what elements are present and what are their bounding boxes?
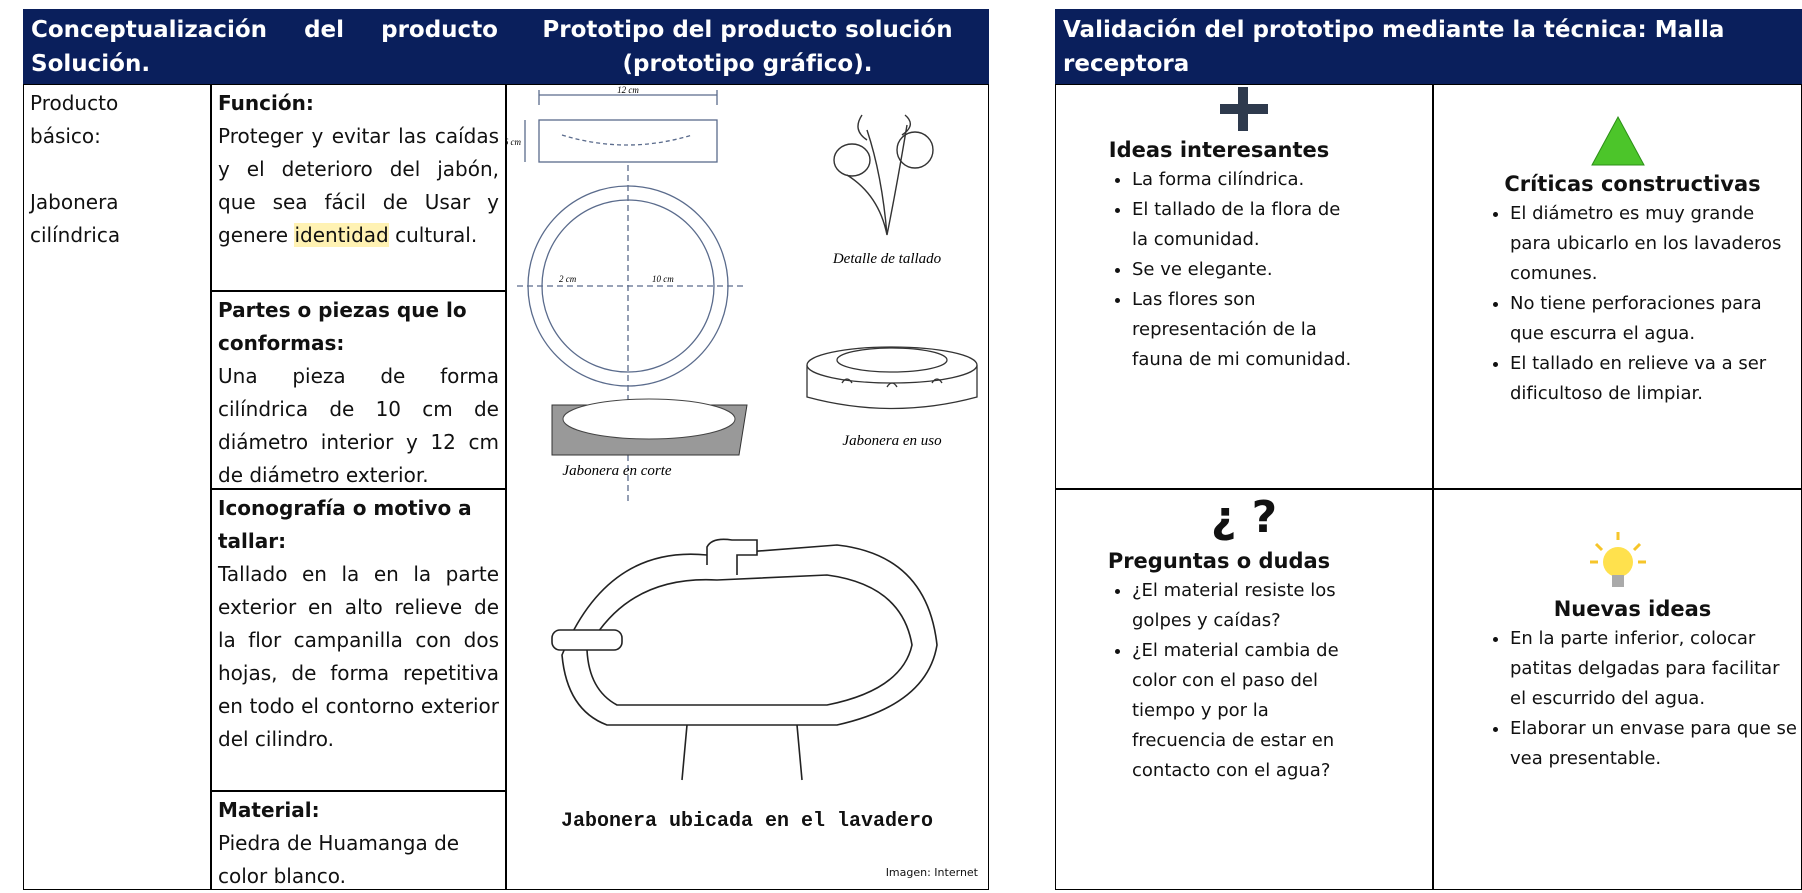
- highlight: identidad: [294, 223, 389, 247]
- text-run: Piedra de Huamanga de color blanco.: [218, 831, 460, 888]
- band-outline: [538, 119, 718, 163]
- wall-label: 2 cm: [559, 274, 577, 284]
- quadrant-icon: [1056, 85, 1432, 135]
- section-text: Piedra de Huamanga de color blanco.: [218, 827, 499, 893]
- basic-product-label: Producto básico:: [30, 91, 119, 148]
- detail-label: Detalle de tallado: [832, 251, 942, 267]
- height-label: 6 cm: [507, 137, 521, 147]
- quadrant-icon: [1434, 530, 1801, 594]
- flower-detail: [833, 114, 934, 236]
- icon-graphic: [1590, 115, 1645, 166]
- section-label: Jabonera en corte: [562, 463, 671, 479]
- image-credit: Imagen: Internet: [885, 866, 978, 879]
- text-run: Proteger y evitar las caídas y el deteri…: [218, 124, 499, 247]
- item-list: ¿El material resiste los golpes y caídas…: [1056, 576, 1432, 786]
- list-item: El tallado en relieve va a ser dificulto…: [1510, 349, 1797, 409]
- quadrant-title: Ideas interesantes: [1108, 138, 1330, 162]
- list-item: ¿El material resiste los golpes y caídas…: [1132, 576, 1362, 636]
- quadrant: Ideas interesantes La forma cilíndrica.El…: [1055, 84, 1433, 489]
- section-text: Una pieza de forma cilíndrica de 10 cm d…: [218, 360, 499, 492]
- section-title: Material:: [218, 798, 320, 822]
- section-view: [551, 398, 748, 456]
- section-text: Tallado en la en la parte exterior en al…: [218, 558, 499, 756]
- list-item: En la parte inferior, colocar patitas de…: [1510, 624, 1797, 714]
- section-cell: Función: Proteger y evitar las caídas y e…: [211, 84, 506, 291]
- section-cell: Iconografía o motivo a tallar: Tallado en…: [211, 489, 506, 791]
- item-list: En la parte inferior, colocar patitas de…: [1434, 624, 1801, 774]
- list-item: Las flores son representación de la faun…: [1132, 285, 1362, 375]
- right-header: Validación del prototipo mediante la téc…: [1055, 9, 1802, 84]
- prototype-caption: Jabonera ubicada en el lavadero: [560, 810, 934, 833]
- dish-in-use: [806, 346, 978, 410]
- quadrant: ¿ ? Preguntas o dudas ¿El material resiste…: [1055, 489, 1433, 890]
- list-item: ¿El material cambia de color con el paso…: [1132, 636, 1362, 786]
- icon-graphic: [1220, 87, 1268, 131]
- quadrant-title: Preguntas o dudas: [1107, 549, 1331, 573]
- quadrant-icon: [1434, 113, 1801, 169]
- inner-label: 10 cm: [652, 274, 674, 284]
- prototype-header: Prototipo del producto solución (prototi…: [506, 9, 989, 84]
- quadrant-title: Críticas constructivas: [1504, 172, 1761, 196]
- list-item: Se ve elegante.: [1132, 255, 1362, 285]
- text-run: Tallado en la en la parte exterior en al…: [218, 562, 499, 751]
- quadrant-title: Nuevas ideas: [1553, 597, 1712, 621]
- in-use-label: Jabonera en uso: [842, 433, 942, 449]
- section-text: Proteger y evitar las caídas y el deteri…: [218, 120, 499, 252]
- width-label: 12 cm: [617, 85, 639, 95]
- prototype-cell: 12 cm 6 cm 2 cm 10 cm Jabonera en corte …: [506, 84, 989, 890]
- left-header: Conceptualización del producto Solución.: [23, 9, 506, 84]
- item-list: La forma cilíndrica.El tallado de la flo…: [1056, 165, 1432, 375]
- text-run: Una pieza de forma cilíndrica de 10 cm d…: [218, 364, 499, 487]
- section-title: Función:: [218, 91, 314, 115]
- basic-product-cell: Producto básico: Jabonera cilíndrica: [23, 84, 211, 890]
- section-title: Iconografía o motivo a tallar:: [218, 496, 472, 553]
- list-item: Elaborar un envase para que se vea prese…: [1510, 714, 1797, 774]
- quadrant-icon: ¿ ?: [1210, 492, 1278, 543]
- section-cell: Material: Piedra de Huamanga de color bla…: [211, 791, 506, 890]
- list-item: El tallado de la flora de la comunidad.: [1132, 195, 1362, 255]
- text-run: cultural.: [388, 223, 478, 247]
- section-cell: Partes o piezas que lo conformas: Una pie…: [211, 291, 506, 489]
- list-item: No tiene perforaciones para que escurra …: [1510, 289, 1797, 349]
- list-item: El diámetro es muy grande para ubicarlo …: [1510, 199, 1797, 289]
- quadrant: Nuevas ideas En la parte inferior, coloca…: [1433, 489, 1802, 890]
- item-list: El diámetro es muy grande para ubicarlo …: [1434, 199, 1801, 409]
- quadrant: Críticas constructivas El diámetro es muy…: [1433, 84, 1802, 489]
- icon-graphic: [1589, 532, 1646, 587]
- sink: [551, 538, 938, 781]
- basic-product-name: Jabonera cilíndrica: [30, 190, 121, 247]
- list-item: La forma cilíndrica.: [1132, 165, 1362, 195]
- prototype-drawings: 12 cm 6 cm 2 cm 10 cm Jabonera en corte …: [507, 85, 978, 781]
- section-title: Partes o piezas que lo conformas:: [218, 298, 467, 355]
